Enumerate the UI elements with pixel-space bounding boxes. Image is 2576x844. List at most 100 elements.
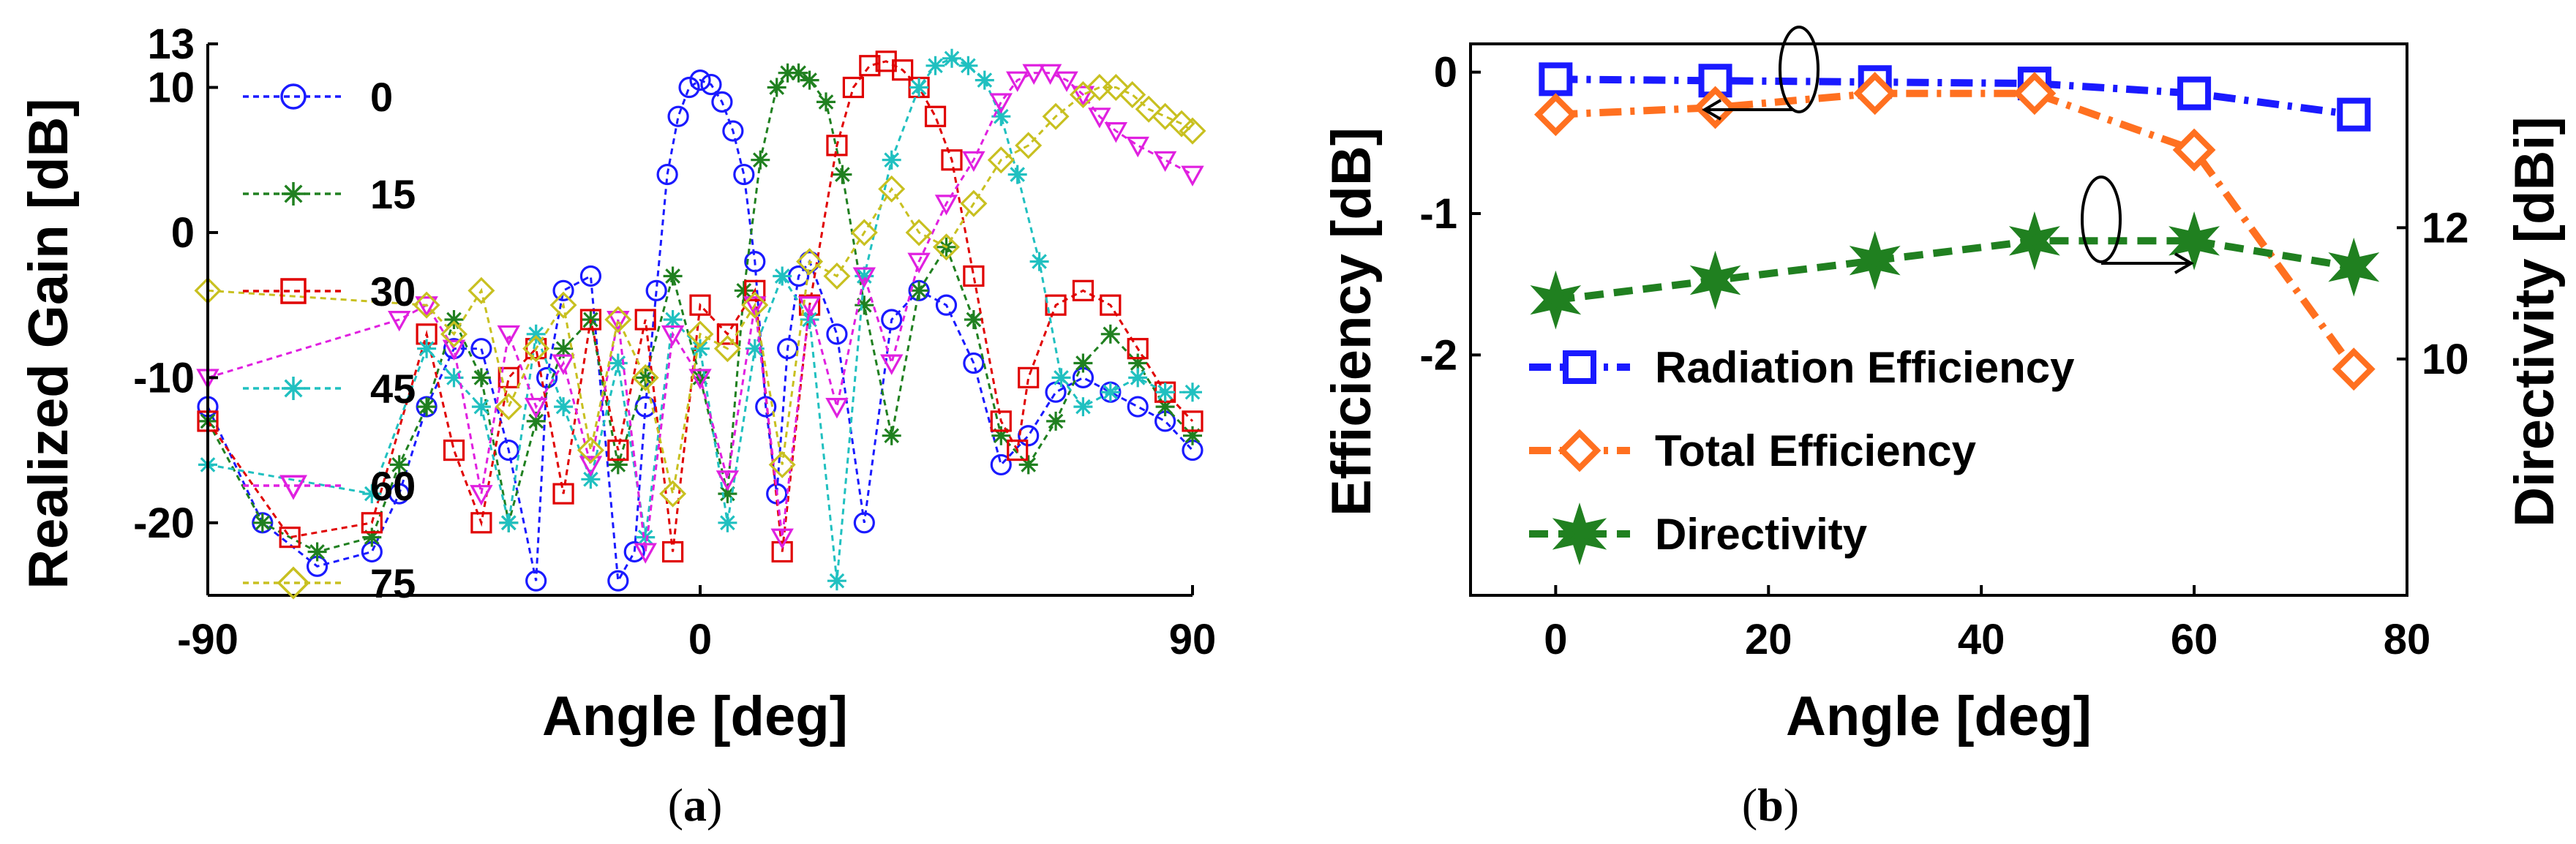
data-point — [882, 426, 901, 445]
series-60 — [196, 64, 1204, 564]
data-point — [631, 363, 659, 391]
y-tick-label: -10 — [133, 354, 195, 402]
data-point — [1155, 397, 1175, 417]
data-point — [1072, 279, 1094, 301]
x-tick-label: 0 — [688, 616, 712, 663]
data-point — [878, 175, 906, 203]
plot-frame — [1469, 42, 2408, 597]
data-point — [852, 267, 876, 288]
data-point — [554, 397, 574, 417]
data-point — [733, 163, 755, 186]
caption-letter: a — [683, 779, 707, 831]
data-point — [497, 325, 520, 347]
data-point — [2172, 128, 2216, 172]
caption-a: (a) — [668, 779, 723, 831]
data-point — [579, 265, 602, 287]
data-point — [636, 527, 656, 547]
data-point — [691, 339, 710, 358]
data-point — [880, 354, 904, 375]
data-point — [777, 338, 799, 360]
data-point — [604, 306, 632, 334]
legend-marker — [279, 475, 307, 500]
data-point — [711, 91, 733, 113]
data-point — [1119, 80, 1146, 108]
data-point — [413, 291, 440, 319]
data-point — [1045, 294, 1067, 316]
data-point — [991, 426, 1011, 445]
data-point — [579, 309, 602, 331]
data-point — [823, 262, 851, 290]
legend-item: 45 — [243, 366, 416, 412]
legend-item: 15 — [243, 171, 416, 217]
data-point — [552, 279, 574, 301]
data-point — [634, 309, 656, 331]
data-point — [800, 70, 819, 90]
x-tick-label: 60 — [2171, 616, 2218, 663]
data-point — [734, 281, 754, 301]
legend-marker — [1558, 429, 1601, 472]
data-point — [934, 195, 958, 216]
y-tick-label: -20 — [133, 500, 195, 547]
data-point — [689, 69, 711, 91]
y-tick-label: -2 — [1419, 331, 1457, 379]
data-point — [552, 483, 574, 505]
data-point — [771, 540, 793, 563]
axes — [206, 44, 1193, 597]
data-point — [853, 512, 875, 534]
data-point — [577, 437, 604, 464]
data-point — [745, 339, 765, 358]
data-point — [963, 265, 985, 287]
data-point — [549, 291, 577, 319]
data-point — [470, 485, 493, 506]
data-point — [607, 439, 629, 461]
caption-b: (b) — [1742, 779, 1799, 831]
data-point — [1100, 383, 1120, 402]
data-point — [497, 366, 519, 388]
data-point — [1018, 455, 1038, 475]
data-point — [663, 266, 683, 286]
data-point — [825, 398, 849, 419]
series-line — [206, 72, 1194, 554]
data-point — [645, 279, 667, 301]
series-30 — [197, 50, 1203, 563]
data-point — [495, 393, 522, 421]
legend-label: 75 — [370, 560, 416, 606]
series-line — [207, 57, 1193, 581]
data-point — [1539, 62, 1573, 97]
data-point — [833, 165, 852, 184]
series-radiation-efficiency — [1539, 62, 2371, 132]
data-point — [778, 63, 797, 83]
legend-label: Radiation Efficiency — [1655, 343, 2075, 392]
data-point — [522, 335, 550, 363]
data-point — [960, 189, 988, 217]
data-point — [470, 338, 492, 360]
data-point — [388, 311, 411, 332]
data-point — [768, 451, 796, 478]
data-point — [932, 233, 961, 261]
data-point — [990, 453, 1012, 476]
y-tick-label: 0 — [1434, 49, 1457, 97]
data-point — [1183, 383, 1202, 402]
data-point — [767, 78, 786, 97]
legend-label: 45 — [370, 366, 416, 412]
data-point — [800, 310, 819, 329]
data-point — [1015, 132, 1043, 159]
axis-annotations — [1702, 26, 2194, 274]
data-point — [962, 151, 985, 173]
data-point — [991, 107, 1011, 127]
data-point — [1530, 270, 1582, 330]
data-point — [552, 354, 575, 375]
data-point — [607, 570, 629, 592]
data-point — [925, 56, 945, 75]
data-point — [388, 483, 410, 505]
data-point — [2337, 97, 2371, 132]
series-line — [206, 78, 1194, 585]
legend: Radiation Efficiency Total Efficiency Dire… — [1529, 343, 2075, 565]
legend-marker — [277, 566, 310, 600]
data-point — [1100, 324, 1120, 344]
data-point — [607, 311, 630, 332]
legend: 0 15 30 45 60 75 — [243, 74, 416, 606]
data-point — [581, 470, 601, 489]
